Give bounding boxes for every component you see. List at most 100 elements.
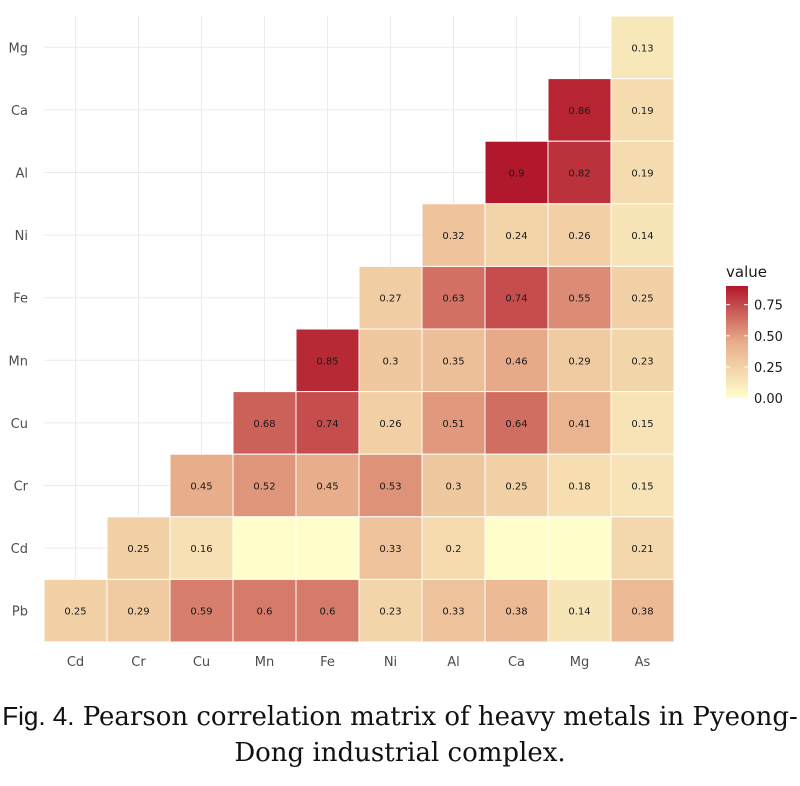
heatmap-cell-cu-ni — [358, 391, 423, 455]
cell-value-label: 0.41 — [568, 419, 590, 430]
cell-value-label: 0.38 — [631, 607, 653, 618]
cell-value-label: 0.52 — [253, 482, 275, 493]
cell-value-label: 0.14 — [568, 607, 590, 618]
cell-value-label: 0.51 — [442, 419, 464, 430]
heatmap-cell-al-mg — [547, 140, 612, 205]
cell-value-label: 0.74 — [316, 419, 338, 430]
heatmap-cell-al-as — [610, 140, 675, 205]
y-tick-label: Cd — [11, 542, 28, 557]
cell-value-label: 0.45 — [316, 482, 338, 493]
heatmap-cell-ni-ca — [484, 203, 549, 267]
heatmap-cell-ni-as — [610, 203, 675, 267]
y-tick-label: Cr — [14, 480, 29, 495]
cell-value-label: 0.55 — [568, 294, 590, 305]
figure-caption: Fig. 4. Pearson correlation matrix of he… — [0, 698, 800, 771]
heatmap-cell-fe-ni — [358, 265, 423, 330]
cell-value-label: 0.59 — [190, 607, 212, 618]
x-tick-label: Al — [447, 655, 460, 670]
cell-value-label: 0.9 — [509, 169, 525, 180]
cell-value-label: 0.19 — [631, 106, 653, 117]
x-tick-label: Ni — [384, 655, 397, 670]
heatmap-cell-cd-fe — [295, 516, 360, 580]
y-tick-label: Fe — [13, 292, 28, 307]
heatmap-cell-cu-mg — [547, 391, 612, 455]
heatmap-cell-ni-al — [421, 203, 486, 267]
heatmap-cell-pb-al — [421, 578, 486, 643]
heatmap-cell-ni-mg — [547, 203, 612, 267]
x-tick-label: Cd — [67, 655, 84, 670]
cell-value-label: 0.64 — [505, 419, 527, 430]
legend-tick-label: 0.50 — [754, 330, 783, 345]
x-tick-label: Cr — [131, 655, 146, 670]
x-tick-label: Ca — [508, 655, 525, 670]
y-tick-label: Al — [15, 167, 28, 182]
cell-value-label: 0.86 — [568, 106, 590, 117]
cell-value-label: 0.16 — [190, 544, 212, 555]
cell-value-label: 0.32 — [442, 231, 464, 242]
y-tick-label: Mg — [9, 41, 28, 56]
heatmap-cell-cr-as — [610, 453, 675, 518]
cell-value-labels: 0.13 0.86 0.19 0.9 0.82 0.19 0.32 0.24 0.26 0.14 0… — [64, 43, 653, 617]
y-tick-label: Cu — [11, 417, 28, 432]
heatmap-cells — [43, 15, 675, 643]
x-tick-label: Cu — [193, 655, 210, 670]
correlation-heatmap: 0.13 0.86 0.19 0.9 0.82 0.19 0.32 0.24 0.26 0.14 0… — [9, 15, 783, 670]
heatmap-cell-fe-ca — [484, 265, 549, 330]
cell-value-label: 0.24 — [505, 231, 527, 242]
cell-value-label: 0.33 — [379, 544, 401, 555]
heatmap-cell-al-ca — [484, 140, 549, 205]
figure-label: Fig. 4. — [2, 701, 75, 731]
cell-value-label: 0.33 — [442, 607, 464, 618]
cell-value-label: 0.29 — [568, 356, 590, 367]
heatmap-cell-fe-as — [610, 265, 675, 330]
cell-value-label: 0.38 — [505, 607, 527, 618]
cell-value-label: 0.2 — [446, 544, 462, 555]
heatmap-cell-mn-al — [421, 328, 486, 393]
cell-value-label: 0.13 — [631, 43, 653, 54]
heatmap-cell-pb-mn — [232, 578, 297, 643]
cell-value-label: 0.25 — [127, 544, 149, 555]
heatmap-cell-cd-ni — [358, 516, 423, 580]
cell-value-label: 0.53 — [379, 482, 401, 493]
legend-tick-label: 0.75 — [754, 299, 783, 314]
heatmap-cell-cd-mn — [232, 516, 297, 580]
y-tick-label: Ni — [15, 229, 28, 244]
heatmap-cell-mg-as — [610, 15, 675, 80]
heatmap-cell-mn-as — [610, 328, 675, 393]
heatmap-cell-cu-as — [610, 391, 675, 455]
heatmap-cell-cr-mn — [232, 453, 297, 518]
cell-value-label: 0.35 — [442, 356, 464, 367]
heatmap-cell-cd-as — [610, 516, 675, 580]
x-tick-label: Mg — [570, 655, 589, 670]
heatmap-cell-cu-ca — [484, 391, 549, 455]
cell-value-label: 0.26 — [568, 231, 590, 242]
y-tick-label: Ca — [11, 104, 28, 119]
heatmap-cell-fe-al — [421, 265, 486, 330]
cell-value-label: 0.21 — [631, 544, 653, 555]
color-legend: value 0.75 0.50 0.25 0.00 — [726, 263, 783, 407]
cell-value-label: 0.63 — [442, 294, 464, 305]
figure-caption-text: Pearson correlation matrix of heavy meta… — [82, 702, 798, 768]
heatmap-cell-ca-mg — [547, 78, 612, 142]
heatmap-cell-ca-as — [610, 78, 675, 142]
x-tick-label: Fe — [320, 655, 335, 670]
heatmap-cell-cr-ca — [484, 453, 549, 518]
heatmap-cell-mn-fe — [295, 328, 360, 393]
cell-value-label: 0.19 — [631, 169, 653, 180]
legend-tick-label: 0.00 — [754, 392, 783, 407]
cell-value-label: 0.74 — [505, 294, 527, 305]
cell-value-label: 0.25 — [631, 294, 653, 305]
heatmap-cell-cd-cr — [106, 516, 171, 580]
cell-value-label: 0.85 — [316, 356, 338, 367]
cell-value-label: 0.3 — [446, 482, 462, 493]
cell-value-label: 0.68 — [253, 419, 275, 430]
legend-color-bar — [726, 286, 748, 398]
y-axis: Pb Cd Cr Cu Mn Fe Ni Al Ca Mg — [9, 41, 29, 619]
cell-value-label: 0.25 — [505, 482, 527, 493]
heatmap-cell-pb-cd — [43, 578, 108, 643]
heatmap-cell-pb-as — [610, 578, 675, 643]
cell-value-label: 0.15 — [631, 419, 653, 430]
x-tick-label: Mn — [255, 655, 274, 670]
cell-value-label: 0.26 — [379, 419, 401, 430]
cell-value-label: 0.23 — [631, 356, 653, 367]
